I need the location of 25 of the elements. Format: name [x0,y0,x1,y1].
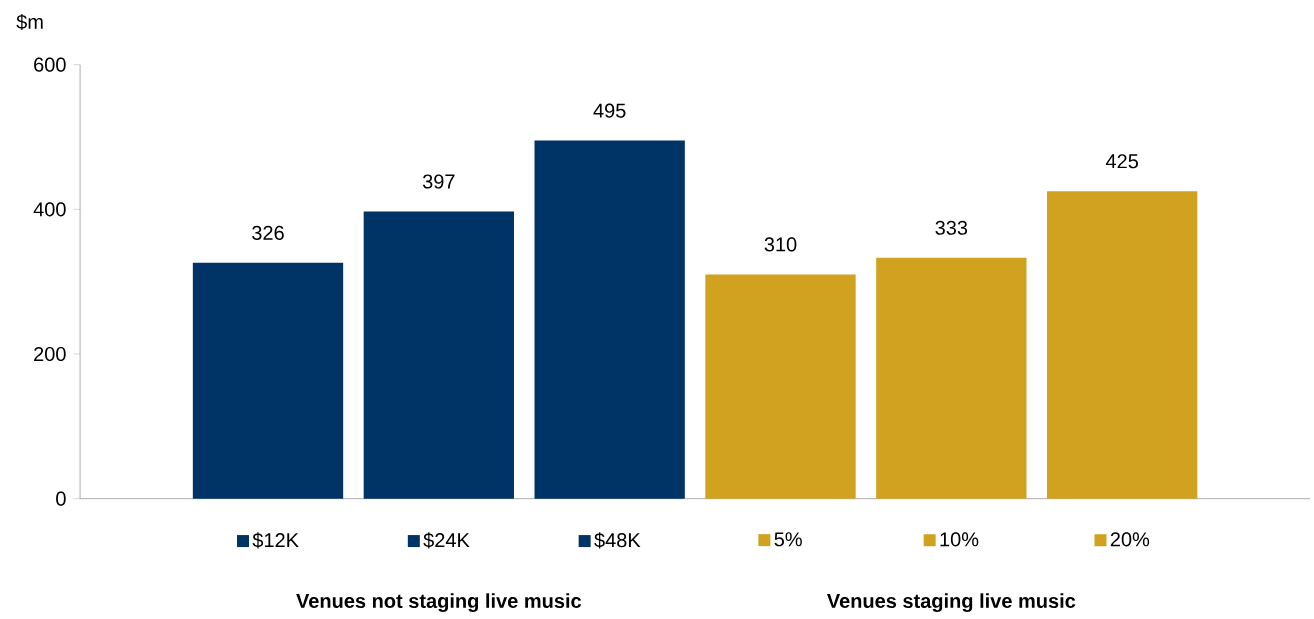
bar [534,140,685,499]
x-tick-label: $12K [252,532,299,549]
bar [876,257,1027,499]
data-label: 495 [593,103,626,118]
data-label: 397 [422,174,455,189]
y-axis-title: $m [16,13,43,31]
bar [1047,191,1198,499]
y-tick-label: 400 [33,202,66,217]
data-label: 425 [1105,154,1139,169]
x-tick-label: 10% [940,532,979,547]
bar [705,274,856,499]
data-label: 333 [935,220,968,235]
bar [192,262,344,499]
x-tick-label: 5% [774,532,802,547]
data-label: 310 [764,237,797,252]
y-tick-label: 200 [34,346,66,362]
y-tick-label: 0 [56,491,66,506]
y-tick-label: 600 [34,57,66,72]
bar [363,211,514,499]
x-tick-label: $48K [594,532,641,549]
text: Venues staging live music [826,593,1076,613]
text: Venues not staging live music [296,593,582,613]
x-tick-label: 20% [1110,532,1150,547]
x-tick-label: $24K [423,532,470,549]
data-label: 326 [252,225,284,240]
